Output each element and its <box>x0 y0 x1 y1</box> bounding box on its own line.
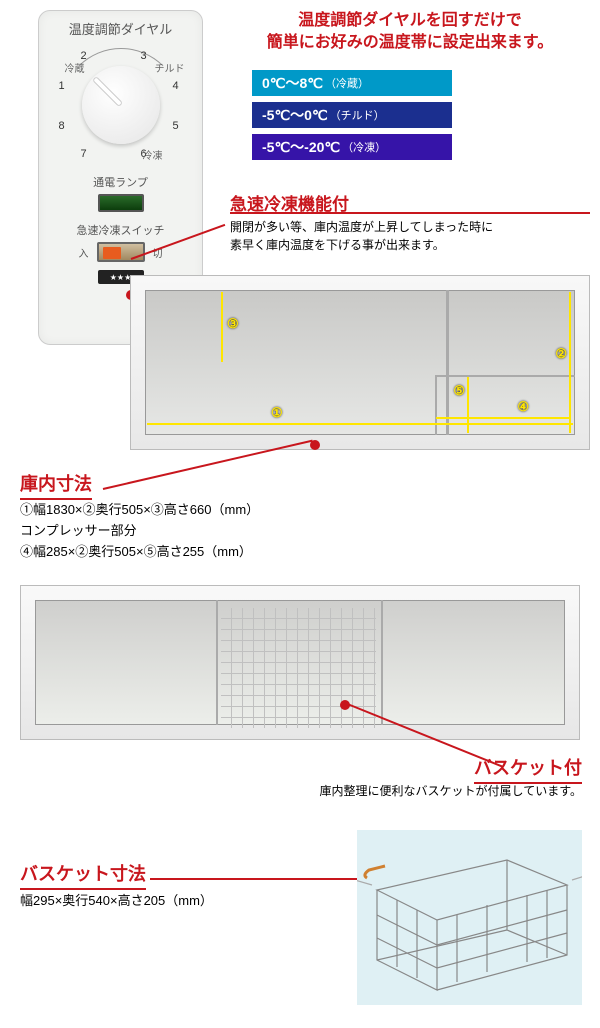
section-title: バスケット付 <box>474 754 582 784</box>
basket-icon <box>357 830 582 1005</box>
dial-num: 7 <box>81 148 87 160</box>
dim-line <box>221 292 223 362</box>
dial-num: 8 <box>59 120 65 132</box>
page: 温度調節ダイヤル 1 2 3 4 5 6 7 8 冷蔵 チルド 冷凍 通電ランプ… <box>0 0 600 1028</box>
headline-line: 温度調節ダイヤルを回すだけで <box>230 10 590 32</box>
dim-label: ⑤ <box>453 383 465 399</box>
feature-line: 素早く庫内温度を下げる事が出来ます。 <box>230 236 590 254</box>
temp-range: -5℃～0℃ <box>262 105 328 125</box>
dial-mode-label: 冷凍 <box>143 147 163 162</box>
temp-range: 0℃～8℃ <box>262 73 323 93</box>
dim-line <box>436 417 571 419</box>
topview-divider <box>216 600 218 725</box>
basket-dim-body: 幅295×奥行540×高さ205（mm） <box>20 890 213 909</box>
headline: 温度調節ダイヤルを回すだけで 簡単にお好みの温度帯に設定出来ます。 <box>230 10 590 55</box>
temp-bar: 0℃～8℃ （冷蔵） <box>252 70 452 96</box>
dial-num: 1 <box>59 80 65 92</box>
temp-mode: （チルド） <box>330 107 385 123</box>
lamp-label: 通電ランプ <box>49 174 192 190</box>
temp-mode: （冷蔵） <box>325 75 369 91</box>
temp-bar: -5℃～0℃ （チルド） <box>252 102 452 128</box>
section-interior-dims: 庫内寸法 <box>20 470 92 500</box>
dial-pointer <box>92 76 123 107</box>
temp-range: -5℃～-20℃ <box>262 137 340 157</box>
feature-line: 開閉が多い等、庫内温度が上昇してしまった時に <box>230 218 590 236</box>
dial-mode-label: 冷蔵 <box>65 60 85 75</box>
temp-mode: （冷凍） <box>342 139 386 155</box>
basket-body: 庫内整理に便利なバスケットが付属しています。 <box>320 782 582 799</box>
dial-num: 4 <box>173 80 179 92</box>
quick-freeze-switch <box>97 242 145 262</box>
basket-in-freezer <box>221 608 376 728</box>
section-title: バスケット寸法 <box>20 860 146 890</box>
switch-label: 急速冷凍スイッチ <box>49 222 192 238</box>
section-basket-dim: バスケット寸法 <box>20 860 146 890</box>
interior-dims-body: ①幅1830×②奥行505×③高さ660（mm） コンプレッサー部分 ④幅285… <box>20 500 259 562</box>
dim-label: ④ <box>517 399 529 415</box>
dial-title: 温度調節ダイヤル <box>49 19 192 38</box>
dim-line <box>147 423 573 425</box>
headline-line: 簡単にお好みの温度帯に設定出来ます。 <box>230 32 590 54</box>
topview-divider <box>381 600 383 725</box>
dim-text: ①幅1830×②奥行505×③高さ660（mm） <box>20 500 259 521</box>
feature-body: 開閉が多い等、庫内温度が上昇してしまった時に 素早く庫内温度を下げる事が出来ます… <box>230 218 590 254</box>
dial-num: 3 <box>141 50 147 62</box>
section-title: 庫内寸法 <box>20 470 92 500</box>
interior-figure: ① ② ③ ④ ⑤ <box>130 275 590 450</box>
dial-knob <box>82 66 160 144</box>
topview-figure <box>20 585 580 740</box>
dial-mode-label: チルド <box>155 60 185 75</box>
dial: 1 2 3 4 5 6 7 8 冷蔵 チルド 冷凍 <box>51 40 191 170</box>
temp-bars: 0℃～8℃ （冷蔵） -5℃～0℃ （チルド） -5℃～-20℃ （冷凍） <box>252 70 452 166</box>
temp-bar: -5℃～-20℃ （冷凍） <box>252 134 452 160</box>
dim-label: ① <box>271 405 283 421</box>
switch-on-text: 入 <box>79 245 89 260</box>
dim-line <box>467 377 469 433</box>
dim-text: ④幅285×②奥行505×⑤高さ255（mm） <box>20 542 259 563</box>
dim-line <box>569 292 571 433</box>
power-lamp <box>98 194 144 212</box>
section-basket: バスケット付 <box>474 754 582 784</box>
dial-num: 5 <box>173 120 179 132</box>
dim-label: ③ <box>227 316 239 332</box>
dim-label: ② <box>555 346 567 362</box>
basket-illustration <box>357 830 582 1005</box>
divider <box>230 212 590 214</box>
dim-text: コンプレッサー部分 <box>20 521 259 542</box>
